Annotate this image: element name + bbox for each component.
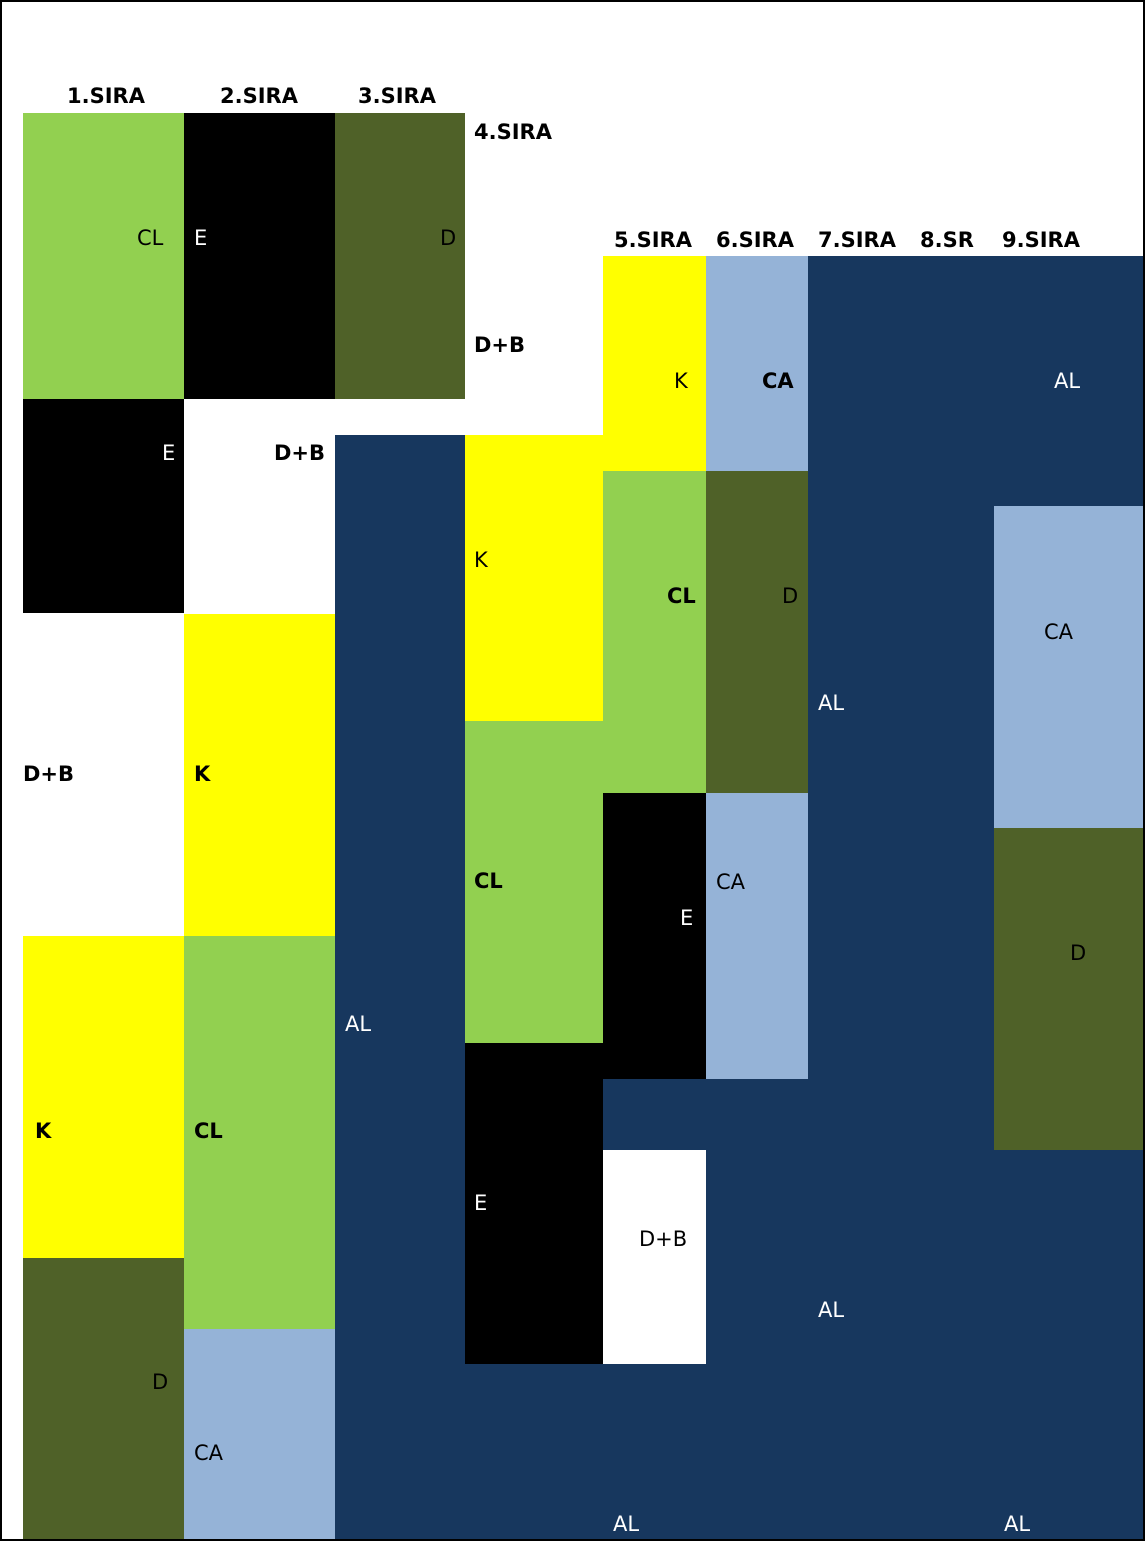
block-col6-ca-top bbox=[706, 256, 808, 471]
header-4: 4.SIRA bbox=[474, 120, 552, 144]
label-col9-ca: CA bbox=[1044, 620, 1074, 644]
label-col2-k: K bbox=[194, 762, 211, 786]
header-8: 8.SR bbox=[920, 228, 974, 252]
label-col5-al-bottom: AL bbox=[613, 1512, 640, 1536]
header-1: 1.SIRA bbox=[67, 84, 145, 108]
label-col5-cl: CL bbox=[667, 584, 696, 608]
label-col9-al-top: AL bbox=[1054, 369, 1081, 393]
block-col3-d bbox=[335, 113, 465, 399]
label-col4-k: K bbox=[474, 548, 488, 572]
header-2: 2.SIRA bbox=[220, 84, 298, 108]
label-col1-d: D bbox=[152, 1370, 169, 1394]
label-col9-al-bottom: AL bbox=[1004, 1512, 1031, 1536]
label-col4-db: D+B bbox=[474, 333, 526, 357]
label-col6-ca-mid: CA bbox=[716, 870, 746, 894]
block-col4-k bbox=[465, 435, 603, 721]
label-col1-k: K bbox=[35, 1119, 52, 1143]
header-6: 6.SIRA bbox=[716, 228, 794, 252]
label-col1-db: D+B bbox=[23, 762, 75, 786]
block-col2-e bbox=[184, 113, 335, 399]
label-col2-cl: CL bbox=[194, 1119, 223, 1143]
block-col4-cl bbox=[465, 721, 603, 1043]
block-col5-k bbox=[603, 256, 706, 471]
label-col5-k: K bbox=[674, 369, 688, 393]
label-col3-d: D bbox=[440, 226, 457, 250]
label-col2-e: E bbox=[194, 226, 208, 250]
block-col5-e bbox=[603, 793, 706, 1079]
block-col5-cl bbox=[603, 471, 706, 793]
block-col1-cl bbox=[23, 113, 184, 399]
label-col3-al: AL bbox=[345, 1012, 372, 1036]
header-7: 7.SIRA bbox=[818, 228, 896, 252]
label-col7-al-low: AL bbox=[818, 1298, 845, 1322]
block-col6-ca-mid bbox=[706, 793, 808, 1079]
label-col6-d: D bbox=[782, 584, 799, 608]
block-col4-e bbox=[465, 1043, 603, 1364]
block-col6-d bbox=[706, 471, 808, 793]
label-col5-e: E bbox=[680, 906, 694, 930]
block-col5-db bbox=[603, 1150, 706, 1364]
label-col9-d: D bbox=[1070, 941, 1087, 965]
navy-region-bottom bbox=[335, 1364, 1143, 1539]
label-col1-cl: CL bbox=[137, 226, 164, 250]
block-col2-cl bbox=[184, 936, 335, 1329]
label-col5-db: D+B bbox=[639, 1227, 688, 1251]
block-col2-ca bbox=[184, 1329, 335, 1539]
label-col6-ca-top: CA bbox=[762, 369, 794, 393]
block-col9-ca bbox=[994, 506, 1143, 828]
label-col4-cl: CL bbox=[474, 869, 503, 893]
header-9: 9.SIRA bbox=[1002, 228, 1080, 252]
label-col7-al-mid: AL bbox=[818, 691, 845, 715]
label-col2-ca: CA bbox=[194, 1441, 224, 1465]
block-col1-d bbox=[23, 1258, 184, 1539]
block-col9-d bbox=[994, 828, 1143, 1150]
label-col2-db: D+B bbox=[274, 441, 326, 465]
navy-region-row3 bbox=[335, 435, 465, 1539]
header-3: 3.SIRA bbox=[358, 84, 436, 108]
block-col1-e bbox=[23, 399, 184, 613]
label-col4-e: E bbox=[474, 1191, 488, 1215]
block-col2-k bbox=[184, 614, 335, 936]
header-5: 5.SIRA bbox=[614, 228, 692, 252]
label-col1-e: E bbox=[162, 441, 176, 465]
block-col1-k bbox=[23, 936, 184, 1258]
